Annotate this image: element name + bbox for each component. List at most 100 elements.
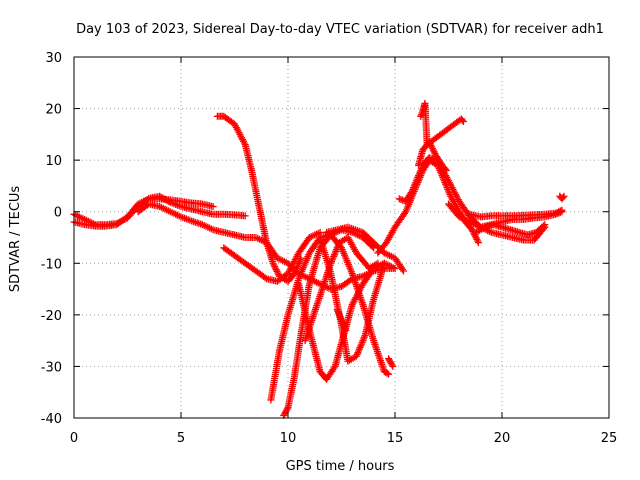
data-point-trace bbox=[409, 179, 420, 193]
data-point bbox=[209, 203, 217, 211]
data-point bbox=[400, 267, 408, 275]
data-point-trace bbox=[296, 235, 312, 255]
data-point-trace bbox=[338, 318, 349, 333]
x-tick-labels: 0 5 10 15 20 25 bbox=[70, 431, 617, 446]
data-point-trace bbox=[426, 140, 439, 157]
data-point-trace bbox=[334, 307, 345, 322]
data-point-trace bbox=[136, 196, 151, 207]
data-point-trace bbox=[242, 143, 255, 173]
data-point-trace bbox=[534, 222, 547, 235]
x-tick-label: 5 bbox=[177, 431, 185, 446]
data-point-trace bbox=[433, 153, 445, 168]
data-point bbox=[552, 209, 559, 217]
data-point-trace bbox=[421, 101, 431, 147]
data-point-trace bbox=[114, 214, 130, 227]
data-point-trace bbox=[267, 349, 283, 402]
data-point-trace bbox=[168, 209, 183, 220]
y-axis-label: SDTVAR / TECUs bbox=[8, 186, 23, 293]
data-point-trace bbox=[370, 339, 388, 374]
data-point-trace bbox=[420, 155, 432, 168]
data-point-trace bbox=[231, 122, 248, 147]
x-tick-label: 20 bbox=[494, 431, 511, 446]
x-tick-label: 10 bbox=[280, 431, 297, 446]
data-point-trace bbox=[276, 313, 291, 353]
y-tick-label: 20 bbox=[45, 103, 62, 118]
data-point-trace bbox=[72, 211, 87, 223]
data-point-trace bbox=[370, 261, 388, 301]
data-point-trace bbox=[439, 163, 449, 173]
data-point bbox=[385, 370, 393, 378]
data-point bbox=[442, 166, 450, 174]
data-point-trace bbox=[468, 219, 483, 230]
data-point bbox=[380, 259, 388, 267]
data-point-trace bbox=[385, 356, 396, 369]
data-point-trace bbox=[360, 235, 376, 250]
data-point-trace bbox=[232, 253, 248, 266]
data-point-trace bbox=[382, 260, 397, 272]
data-point-trace bbox=[469, 227, 482, 245]
data-point-trace bbox=[392, 209, 409, 230]
data-series bbox=[385, 355, 397, 370]
data-point-trace bbox=[345, 235, 359, 255]
y-tick-label: 10 bbox=[45, 154, 62, 169]
data-point-trace bbox=[397, 196, 408, 205]
data-point-trace bbox=[382, 250, 397, 261]
data-point-trace bbox=[291, 334, 304, 379]
data-point bbox=[395, 195, 403, 203]
x-tick-label: 0 bbox=[70, 431, 78, 446]
data-point-trace bbox=[284, 375, 298, 410]
data-point bbox=[558, 206, 566, 214]
data-point-trace bbox=[125, 201, 141, 219]
data-point-trace bbox=[270, 261, 283, 279]
data-point-trace bbox=[346, 353, 359, 364]
data-point bbox=[241, 212, 249, 220]
data-point bbox=[425, 138, 433, 146]
data-point-trace bbox=[338, 246, 355, 276]
data-point-trace bbox=[306, 246, 323, 286]
data-point-trace bbox=[353, 333, 368, 358]
y-tick-label: 0 bbox=[54, 206, 62, 221]
data-point-trace bbox=[329, 227, 344, 238]
data-point-trace bbox=[317, 235, 334, 276]
data-point-trace bbox=[296, 251, 313, 281]
data-point-trace bbox=[281, 405, 291, 418]
y-tick-label: -20 bbox=[41, 309, 62, 324]
data-point-trace bbox=[200, 222, 215, 233]
data-series bbox=[415, 138, 450, 174]
data-series bbox=[472, 221, 549, 239]
data-point-trace bbox=[339, 276, 355, 289]
data-point-trace bbox=[375, 240, 389, 255]
data-point bbox=[541, 221, 549, 229]
data-point-trace bbox=[221, 245, 237, 258]
data-point-trace bbox=[362, 297, 377, 338]
y-tick-label: -30 bbox=[41, 360, 62, 375]
data-point bbox=[474, 239, 482, 247]
data-series bbox=[213, 112, 305, 285]
data-series bbox=[70, 195, 217, 230]
axis-ticks bbox=[73, 56, 610, 419]
data-point-trace bbox=[337, 235, 350, 246]
data-point-trace bbox=[354, 250, 372, 271]
data-point-trace bbox=[306, 328, 324, 374]
data-point-trace bbox=[474, 224, 487, 235]
data-point-trace bbox=[349, 282, 366, 307]
data-point bbox=[560, 192, 568, 200]
data-point-trace bbox=[350, 229, 365, 241]
data-point-trace bbox=[295, 282, 313, 332]
x-tick-label: 25 bbox=[601, 431, 618, 446]
data-point-trace bbox=[254, 199, 270, 245]
x-axis-label: GPS time / hours bbox=[286, 459, 395, 474]
data-point-trace bbox=[413, 163, 426, 183]
data-point bbox=[342, 326, 350, 334]
data-point-trace bbox=[441, 179, 454, 198]
data-point-trace bbox=[448, 194, 462, 214]
y-tick-label: -10 bbox=[41, 257, 62, 272]
data-point-trace bbox=[445, 179, 462, 204]
data-point-trace bbox=[392, 256, 406, 273]
data-point-trace bbox=[275, 255, 290, 266]
data-point-trace bbox=[403, 189, 415, 204]
data-point bbox=[412, 177, 420, 185]
y-tick-labels: -40 -30 -20 -10 0 10 20 30 bbox=[41, 51, 62, 427]
data-point-trace bbox=[417, 109, 426, 119]
